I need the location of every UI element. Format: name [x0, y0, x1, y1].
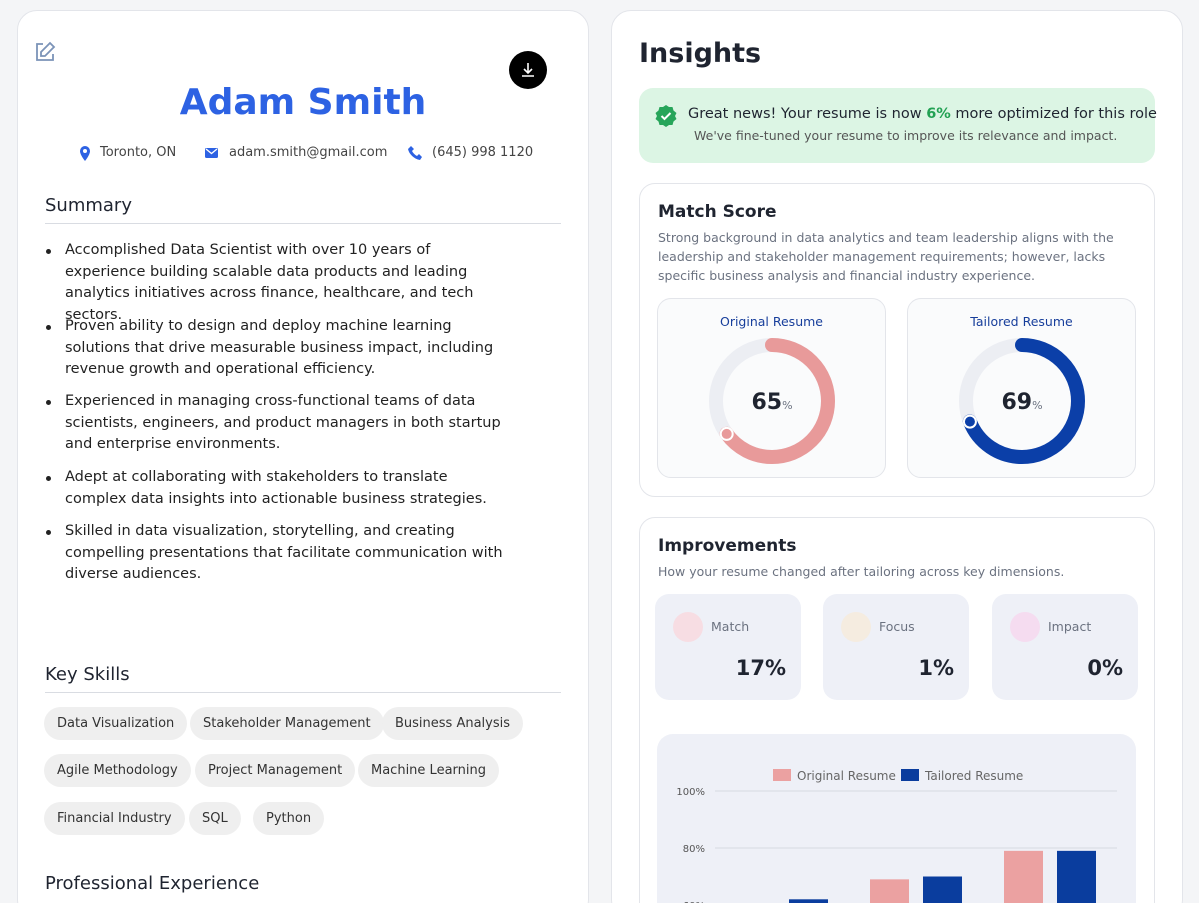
- skill-chip: Python: [253, 802, 325, 835]
- improvement-value: 17%: [735, 656, 786, 680]
- banner-subtitle: We've fine-tuned your resume to improve …: [694, 128, 1118, 143]
- gauge-value: 69%: [1001, 390, 1042, 415]
- location-icon: [80, 146, 90, 161]
- skill-chip: Stakeholder Management: [190, 707, 384, 740]
- check-badge: [655, 105, 677, 127]
- skill-chip: Financial Industry: [44, 802, 185, 835]
- improvement-card: [655, 594, 801, 700]
- improvement-icon: [841, 612, 871, 642]
- improvement-card: [823, 594, 969, 700]
- gauge-value: 65%: [751, 390, 792, 415]
- phone-icon: [408, 146, 422, 160]
- banner-text: Great news! Your resume is now 6% more o…: [688, 106, 1157, 122]
- summary-item: Accomplished Data Scientist with over 10…: [46, 240, 505, 326]
- legend-swatch: [773, 769, 791, 781]
- improvement-value: 1%: [918, 656, 954, 680]
- improvement-label: Impact: [1048, 619, 1092, 634]
- y-tick-label: 60%: [683, 901, 705, 903]
- section-title: Professional Experience: [45, 873, 260, 894]
- improvement-icon: [673, 612, 703, 642]
- gauge-knob: [962, 414, 977, 429]
- improvement-card: [992, 594, 1138, 700]
- gauge-knob: [719, 426, 734, 441]
- bar: [1004, 850, 1043, 903]
- skill-chip: Project Management: [195, 754, 356, 787]
- legend-label: Tailored Resume: [924, 769, 1023, 783]
- banner-text-after: more optimized for this role: [955, 106, 1157, 122]
- skill-chip: Data Visualization: [44, 707, 188, 740]
- name: Adam Smith: [179, 82, 427, 123]
- insights-title: Insights: [639, 38, 762, 69]
- section-title: Key Skills: [45, 664, 130, 685]
- section-title: Summary: [45, 195, 132, 216]
- phone: (645) 998 1120: [432, 145, 534, 160]
- gauge-label: Original Resume: [719, 314, 823, 329]
- divider: [45, 223, 561, 224]
- summary-item: Proven ability to design and deploy mach…: [46, 316, 505, 381]
- gauge: 69%: [959, 338, 1085, 464]
- gauge-arc: [709, 338, 835, 464]
- divider: [45, 692, 561, 693]
- chart-panel: [657, 734, 1136, 903]
- gauge-card: [657, 298, 886, 478]
- bar: [1057, 850, 1096, 903]
- banner-highlight: 6%: [926, 106, 951, 122]
- improvement-label: Focus: [879, 619, 915, 634]
- gauge-number: 69: [1001, 390, 1032, 415]
- skill-chip: SQL: [189, 802, 241, 835]
- improvement-icon: [1010, 612, 1040, 642]
- gauge-card: [907, 298, 1136, 478]
- improvements-subtitle: How your resume changed after tailoring …: [658, 564, 1065, 579]
- gauge-unit: %: [782, 399, 792, 412]
- gauge-number: 65: [751, 390, 782, 415]
- bar: [789, 899, 828, 903]
- download-button[interactable]: [509, 51, 547, 89]
- edit-icon[interactable]: [34, 41, 56, 63]
- gauge-arc: [959, 338, 1085, 464]
- gauge-label: Tailored Resume: [970, 314, 1073, 329]
- banner: [639, 88, 1155, 163]
- match-score-title: Match Score: [658, 202, 777, 222]
- legend-swatch: [901, 769, 919, 781]
- bar: [870, 879, 909, 903]
- banner-text-before: Great news! Your resume is now: [688, 106, 922, 122]
- skill-chip: Machine Learning: [358, 754, 499, 787]
- skill-chip: Agile Methodology: [44, 754, 191, 787]
- y-tick-label: 80%: [683, 844, 705, 855]
- gauge: 65%: [709, 338, 835, 464]
- summary-item: Experienced in managing cross-functional…: [46, 391, 505, 456]
- bar: [923, 876, 962, 903]
- email: adam.smith@gmail.com: [229, 145, 388, 160]
- email-icon: [205, 148, 218, 158]
- improvement-label: Match: [711, 619, 750, 634]
- summary-item: Skilled in data visualization, storytell…: [46, 521, 505, 586]
- y-tick-label: 100%: [676, 787, 705, 798]
- summary-item: Adept at collaborating with stakeholders…: [46, 467, 505, 510]
- legend-label: Original Resume: [797, 769, 896, 783]
- skill-chip: Business Analysis: [382, 707, 524, 740]
- improvement-value: 0%: [1087, 656, 1123, 680]
- gauge-unit: %: [1032, 399, 1042, 412]
- match-score-description: Strong background in data analytics and …: [658, 230, 1114, 283]
- location: Toronto, ON: [100, 145, 177, 160]
- improvements-title: Improvements: [658, 536, 797, 556]
